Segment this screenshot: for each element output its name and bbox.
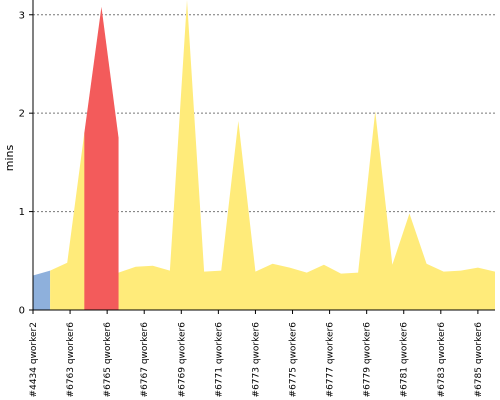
yellow-area-series (50, 0, 495, 310)
x-tick-label: #6777 qworker6 (326, 322, 336, 398)
red-area-series (84, 6, 119, 311)
x-tick-label: #4434 qworker2 (29, 322, 39, 397)
x-tick-label: #6769 qworker6 (177, 322, 187, 398)
area-layer (33, 0, 495, 311)
x-tick-label: #6779 qworker6 (363, 322, 373, 398)
x-tick-label: #6763 qworker6 (66, 322, 76, 398)
x-tick-label: #6775 qworker6 (289, 322, 299, 398)
y-tick-label: 3 (19, 10, 25, 21)
blue-area-series (33, 270, 51, 310)
y-tick-label: 2 (19, 109, 25, 120)
y-tick-label: 0 (19, 306, 25, 317)
label-layer: 0 1 2 3 #4434 qworker2 #6763 qworker6 #6765 qw… (3, 10, 484, 397)
x-tick-label: #6781 qworker6 (400, 322, 410, 398)
x-tick-label: #6773 qworker6 (251, 322, 261, 398)
x-tick-label: #6771 qworker6 (214, 322, 224, 398)
x-tick-label: #6783 qworker6 (437, 322, 447, 398)
y-axis-title: mins (3, 144, 16, 171)
y-tick-label: 1 (19, 207, 25, 218)
x-tick-label: #6767 qworker6 (140, 322, 150, 398)
x-tick-label: #6785 qworker6 (474, 322, 484, 398)
axis-layer (29, 0, 495, 314)
x-tick-label: #6765 qworker6 (103, 322, 113, 398)
